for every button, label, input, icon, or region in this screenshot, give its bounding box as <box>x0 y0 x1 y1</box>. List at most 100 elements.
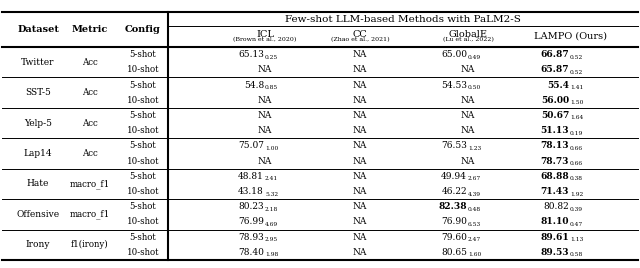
Text: Hate: Hate <box>27 180 49 188</box>
Text: 75.07: 75.07 <box>238 142 264 150</box>
Text: 76.99: 76.99 <box>238 217 264 226</box>
Text: NA: NA <box>353 157 367 166</box>
Text: 10-shot: 10-shot <box>127 157 159 166</box>
Text: CC: CC <box>353 30 367 39</box>
Text: 5-shot: 5-shot <box>130 142 156 150</box>
Text: 78.40: 78.40 <box>238 248 264 257</box>
Text: 48.81: 48.81 <box>238 172 264 181</box>
Text: 51.13: 51.13 <box>540 126 569 135</box>
Text: 81.10: 81.10 <box>541 217 569 226</box>
Text: Twitter: Twitter <box>21 58 55 67</box>
Text: Acc: Acc <box>82 149 98 158</box>
Text: 5-shot: 5-shot <box>130 81 156 90</box>
Text: NA: NA <box>258 126 272 135</box>
Text: NA: NA <box>461 111 475 120</box>
Text: 2.67: 2.67 <box>468 176 481 181</box>
Text: 1.13: 1.13 <box>570 237 583 242</box>
Text: 65.87: 65.87 <box>541 65 569 74</box>
Text: 5-shot: 5-shot <box>130 111 156 120</box>
Text: 0.48: 0.48 <box>468 207 481 212</box>
Text: Metric: Metric <box>72 25 108 34</box>
Text: 56.00: 56.00 <box>541 96 569 105</box>
Text: 0.47: 0.47 <box>570 222 583 227</box>
Text: macro_f1: macro_f1 <box>70 179 110 189</box>
Text: 80.65: 80.65 <box>441 248 467 257</box>
Text: 0.39: 0.39 <box>570 207 583 212</box>
Text: 2.95: 2.95 <box>265 237 278 242</box>
Text: ICL: ICL <box>256 30 274 39</box>
Text: 80.82: 80.82 <box>543 202 569 211</box>
Text: 1.23: 1.23 <box>468 146 481 151</box>
Text: Yelp-5: Yelp-5 <box>24 118 52 128</box>
Text: 89.61: 89.61 <box>540 233 569 242</box>
Text: (Brown et al., 2020): (Brown et al., 2020) <box>234 37 297 42</box>
Text: NA: NA <box>353 126 367 135</box>
Text: 5.32: 5.32 <box>265 192 278 196</box>
Text: NA: NA <box>258 111 272 120</box>
Text: 5-shot: 5-shot <box>130 233 156 242</box>
Text: 10-shot: 10-shot <box>127 217 159 226</box>
Text: SST-5: SST-5 <box>25 88 51 97</box>
Text: 1.60: 1.60 <box>468 252 481 257</box>
Text: 79.60: 79.60 <box>441 233 467 242</box>
Text: NA: NA <box>461 65 475 74</box>
Text: 55.4: 55.4 <box>547 81 569 90</box>
Text: NA: NA <box>353 172 367 181</box>
Text: 1.64: 1.64 <box>570 116 583 120</box>
Text: 2.47: 2.47 <box>468 237 481 242</box>
Text: 1.98: 1.98 <box>265 252 278 257</box>
Text: 4.69: 4.69 <box>265 222 278 227</box>
Text: 1.50: 1.50 <box>570 100 584 105</box>
Text: 66.87: 66.87 <box>540 50 569 59</box>
Text: 10-shot: 10-shot <box>127 248 159 257</box>
Text: 0.85: 0.85 <box>265 85 278 90</box>
Text: 10-shot: 10-shot <box>127 187 159 196</box>
Text: 0.52: 0.52 <box>570 55 583 59</box>
Text: 2.41: 2.41 <box>265 176 278 181</box>
Text: NA: NA <box>353 187 367 196</box>
Text: 0.38: 0.38 <box>570 176 583 181</box>
Text: Acc: Acc <box>82 58 98 67</box>
Text: 76.90: 76.90 <box>441 217 467 226</box>
Text: LAMPO (Ours): LAMPO (Ours) <box>534 32 607 41</box>
Text: 1.00: 1.00 <box>265 146 278 151</box>
Text: Acc: Acc <box>82 88 98 97</box>
Text: NA: NA <box>353 217 367 226</box>
Text: 89.53: 89.53 <box>540 248 569 257</box>
Text: 78.73: 78.73 <box>541 157 569 166</box>
Text: 0.25: 0.25 <box>265 55 278 59</box>
Text: 0.52: 0.52 <box>570 70 583 75</box>
Text: (Lu et al., 2022): (Lu et al., 2022) <box>443 37 493 42</box>
Text: NA: NA <box>353 248 367 257</box>
Text: (Zhao et al., 2021): (Zhao et al., 2021) <box>331 37 389 42</box>
Text: 50.67: 50.67 <box>541 111 569 120</box>
Text: Acc: Acc <box>82 118 98 128</box>
Text: 71.43: 71.43 <box>541 187 569 196</box>
Text: 5-shot: 5-shot <box>130 202 156 211</box>
Text: NA: NA <box>461 126 475 135</box>
Text: 0.58: 0.58 <box>570 252 583 257</box>
Text: 0.66: 0.66 <box>570 161 583 166</box>
Text: 1.92: 1.92 <box>570 192 583 196</box>
Text: 49.94: 49.94 <box>441 172 467 181</box>
Text: 5-shot: 5-shot <box>130 172 156 181</box>
Text: NA: NA <box>258 157 272 166</box>
Text: 82.38: 82.38 <box>438 202 467 211</box>
Text: 10-shot: 10-shot <box>127 96 159 105</box>
Text: 10-shot: 10-shot <box>127 65 159 74</box>
Text: 78.93: 78.93 <box>238 233 264 242</box>
Text: 0.49: 0.49 <box>468 55 481 59</box>
Text: 5-shot: 5-shot <box>130 50 156 59</box>
Text: Few-shot LLM-based Methods with PaLM2-S: Few-shot LLM-based Methods with PaLM2-S <box>285 14 521 24</box>
Text: NA: NA <box>353 233 367 242</box>
Text: 10-shot: 10-shot <box>127 126 159 135</box>
Text: 1.41: 1.41 <box>570 85 584 90</box>
Text: NA: NA <box>353 65 367 74</box>
Text: 54.53: 54.53 <box>441 81 467 90</box>
Text: GlobalE: GlobalE <box>449 30 488 39</box>
Text: 2.18: 2.18 <box>265 207 278 212</box>
Text: 80.23: 80.23 <box>238 202 264 211</box>
Text: 0.66: 0.66 <box>570 146 583 151</box>
Text: NA: NA <box>353 111 367 120</box>
Text: 0.50: 0.50 <box>468 85 481 90</box>
